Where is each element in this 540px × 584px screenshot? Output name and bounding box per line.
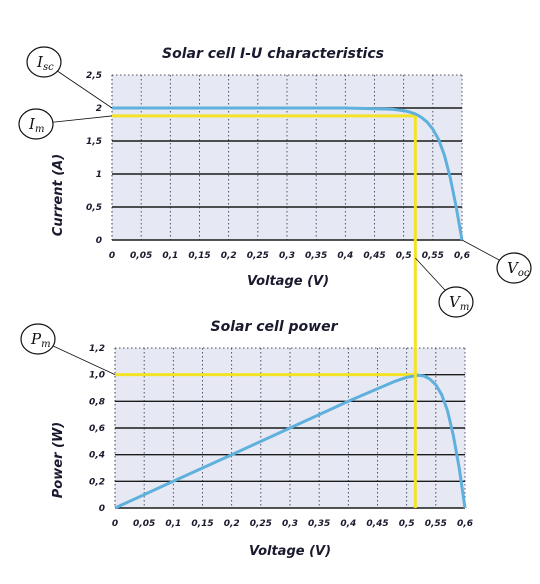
y-tick-label: 0,5 <box>86 203 102 213</box>
power-chart: Solar cell power 0 0,05 0,1 0,15 0,2 0,25 0,3 0… <box>51 319 473 559</box>
power-x-tick-labels: 0 0,05 0,1 0,15 0,2 0,25 0,3 0,35 0,4 0,45 0,5 0,55… <box>112 519 473 529</box>
callout-circle <box>18 108 54 140</box>
x-tick-label: 0 <box>112 519 118 529</box>
vm-callout: Vm <box>415 257 474 318</box>
x-tick-label: 0,5 <box>399 519 415 529</box>
y-tick-label: 0,8 <box>89 397 105 407</box>
x-tick-label: 0,55 <box>425 519 447 529</box>
iu-y-tick-labels: 0 0,5 1 1,5 2 2,5 <box>86 71 102 246</box>
y-tick-label: 1,2 <box>89 344 105 354</box>
y-tick-label: 2 <box>96 104 102 114</box>
iu-chart: Solar cell I-U characteristics 0 0,05 0,1 0… <box>51 46 470 289</box>
x-tick-label: 0,6 <box>454 251 470 261</box>
x-tick-label: 0,3 <box>279 251 295 261</box>
x-tick-label: 0,2 <box>221 251 237 261</box>
power-x-axis-label: Voltage (V) <box>249 544 331 559</box>
y-tick-label: 1,5 <box>86 137 102 147</box>
iu-grid <box>111 74 463 241</box>
y-tick-label: 2,5 <box>86 71 102 81</box>
im-callout: Im <box>18 108 113 140</box>
y-tick-label: 1,0 <box>89 371 105 381</box>
pm-callout: Pm <box>20 323 116 376</box>
x-tick-label: 0,4 <box>340 519 356 529</box>
x-tick-label: 0,5 <box>396 251 412 261</box>
x-tick-label: 0,45 <box>363 251 385 261</box>
iu-y-axis-label: Current (A) <box>51 154 66 236</box>
isc-callout: Isc <box>26 46 113 109</box>
iu-x-tick-labels: 0 0,05 0,1 0,15 0,2 0,25 0,3 0,35 0,4 0,45 0,5 0,55… <box>109 251 470 261</box>
voc-callout: Voc <box>461 239 532 284</box>
x-tick-label: 0 <box>109 251 115 261</box>
callout-circle <box>438 286 474 318</box>
x-tick-label: 0,6 <box>457 519 473 529</box>
x-tick-label: 0,15 <box>191 519 213 529</box>
x-tick-label: 0,1 <box>165 519 181 529</box>
x-tick-label: 0,45 <box>366 519 388 529</box>
iu-plot-area <box>112 75 462 240</box>
x-tick-label: 0,3 <box>282 519 298 529</box>
y-tick-label: 0,4 <box>89 451 105 461</box>
x-tick-label: 0,25 <box>247 251 269 261</box>
power-curve <box>114 373 467 510</box>
x-tick-label: 0,2 <box>224 519 240 529</box>
y-tick-label: 0,2 <box>89 477 105 487</box>
callout-circle <box>26 46 62 78</box>
x-tick-label: 0,1 <box>162 251 178 261</box>
x-tick-label: 0,15 <box>188 251 210 261</box>
x-tick-label: 0,55 <box>422 251 444 261</box>
iu-x-axis-label: Voltage (V) <box>247 274 329 289</box>
x-tick-label: 0,25 <box>250 519 272 529</box>
callout-circle <box>20 323 56 355</box>
callout-circle <box>496 252 532 284</box>
x-tick-label: 0,35 <box>308 519 330 529</box>
iu-chart-title: Solar cell I-U characteristics <box>162 46 384 62</box>
x-tick-label: 0,35 <box>305 251 327 261</box>
x-tick-label: 0,05 <box>130 251 152 261</box>
y-tick-label: 1 <box>96 170 102 180</box>
x-tick-label: 0,4 <box>337 251 353 261</box>
x-tick-label: 0,05 <box>133 519 155 529</box>
power-y-tick-labels: 0 0,2 0,4 0,6 0,8 1,0 1,2 <box>89 344 105 514</box>
iu-curve <box>112 106 464 241</box>
y-tick-label: 0,6 <box>89 424 105 434</box>
power-y-axis-label: Power (W) <box>51 422 66 498</box>
y-tick-label: 0 <box>96 236 102 246</box>
power-chart-title: Solar cell power <box>211 319 339 335</box>
y-tick-label: 0 <box>99 504 105 514</box>
